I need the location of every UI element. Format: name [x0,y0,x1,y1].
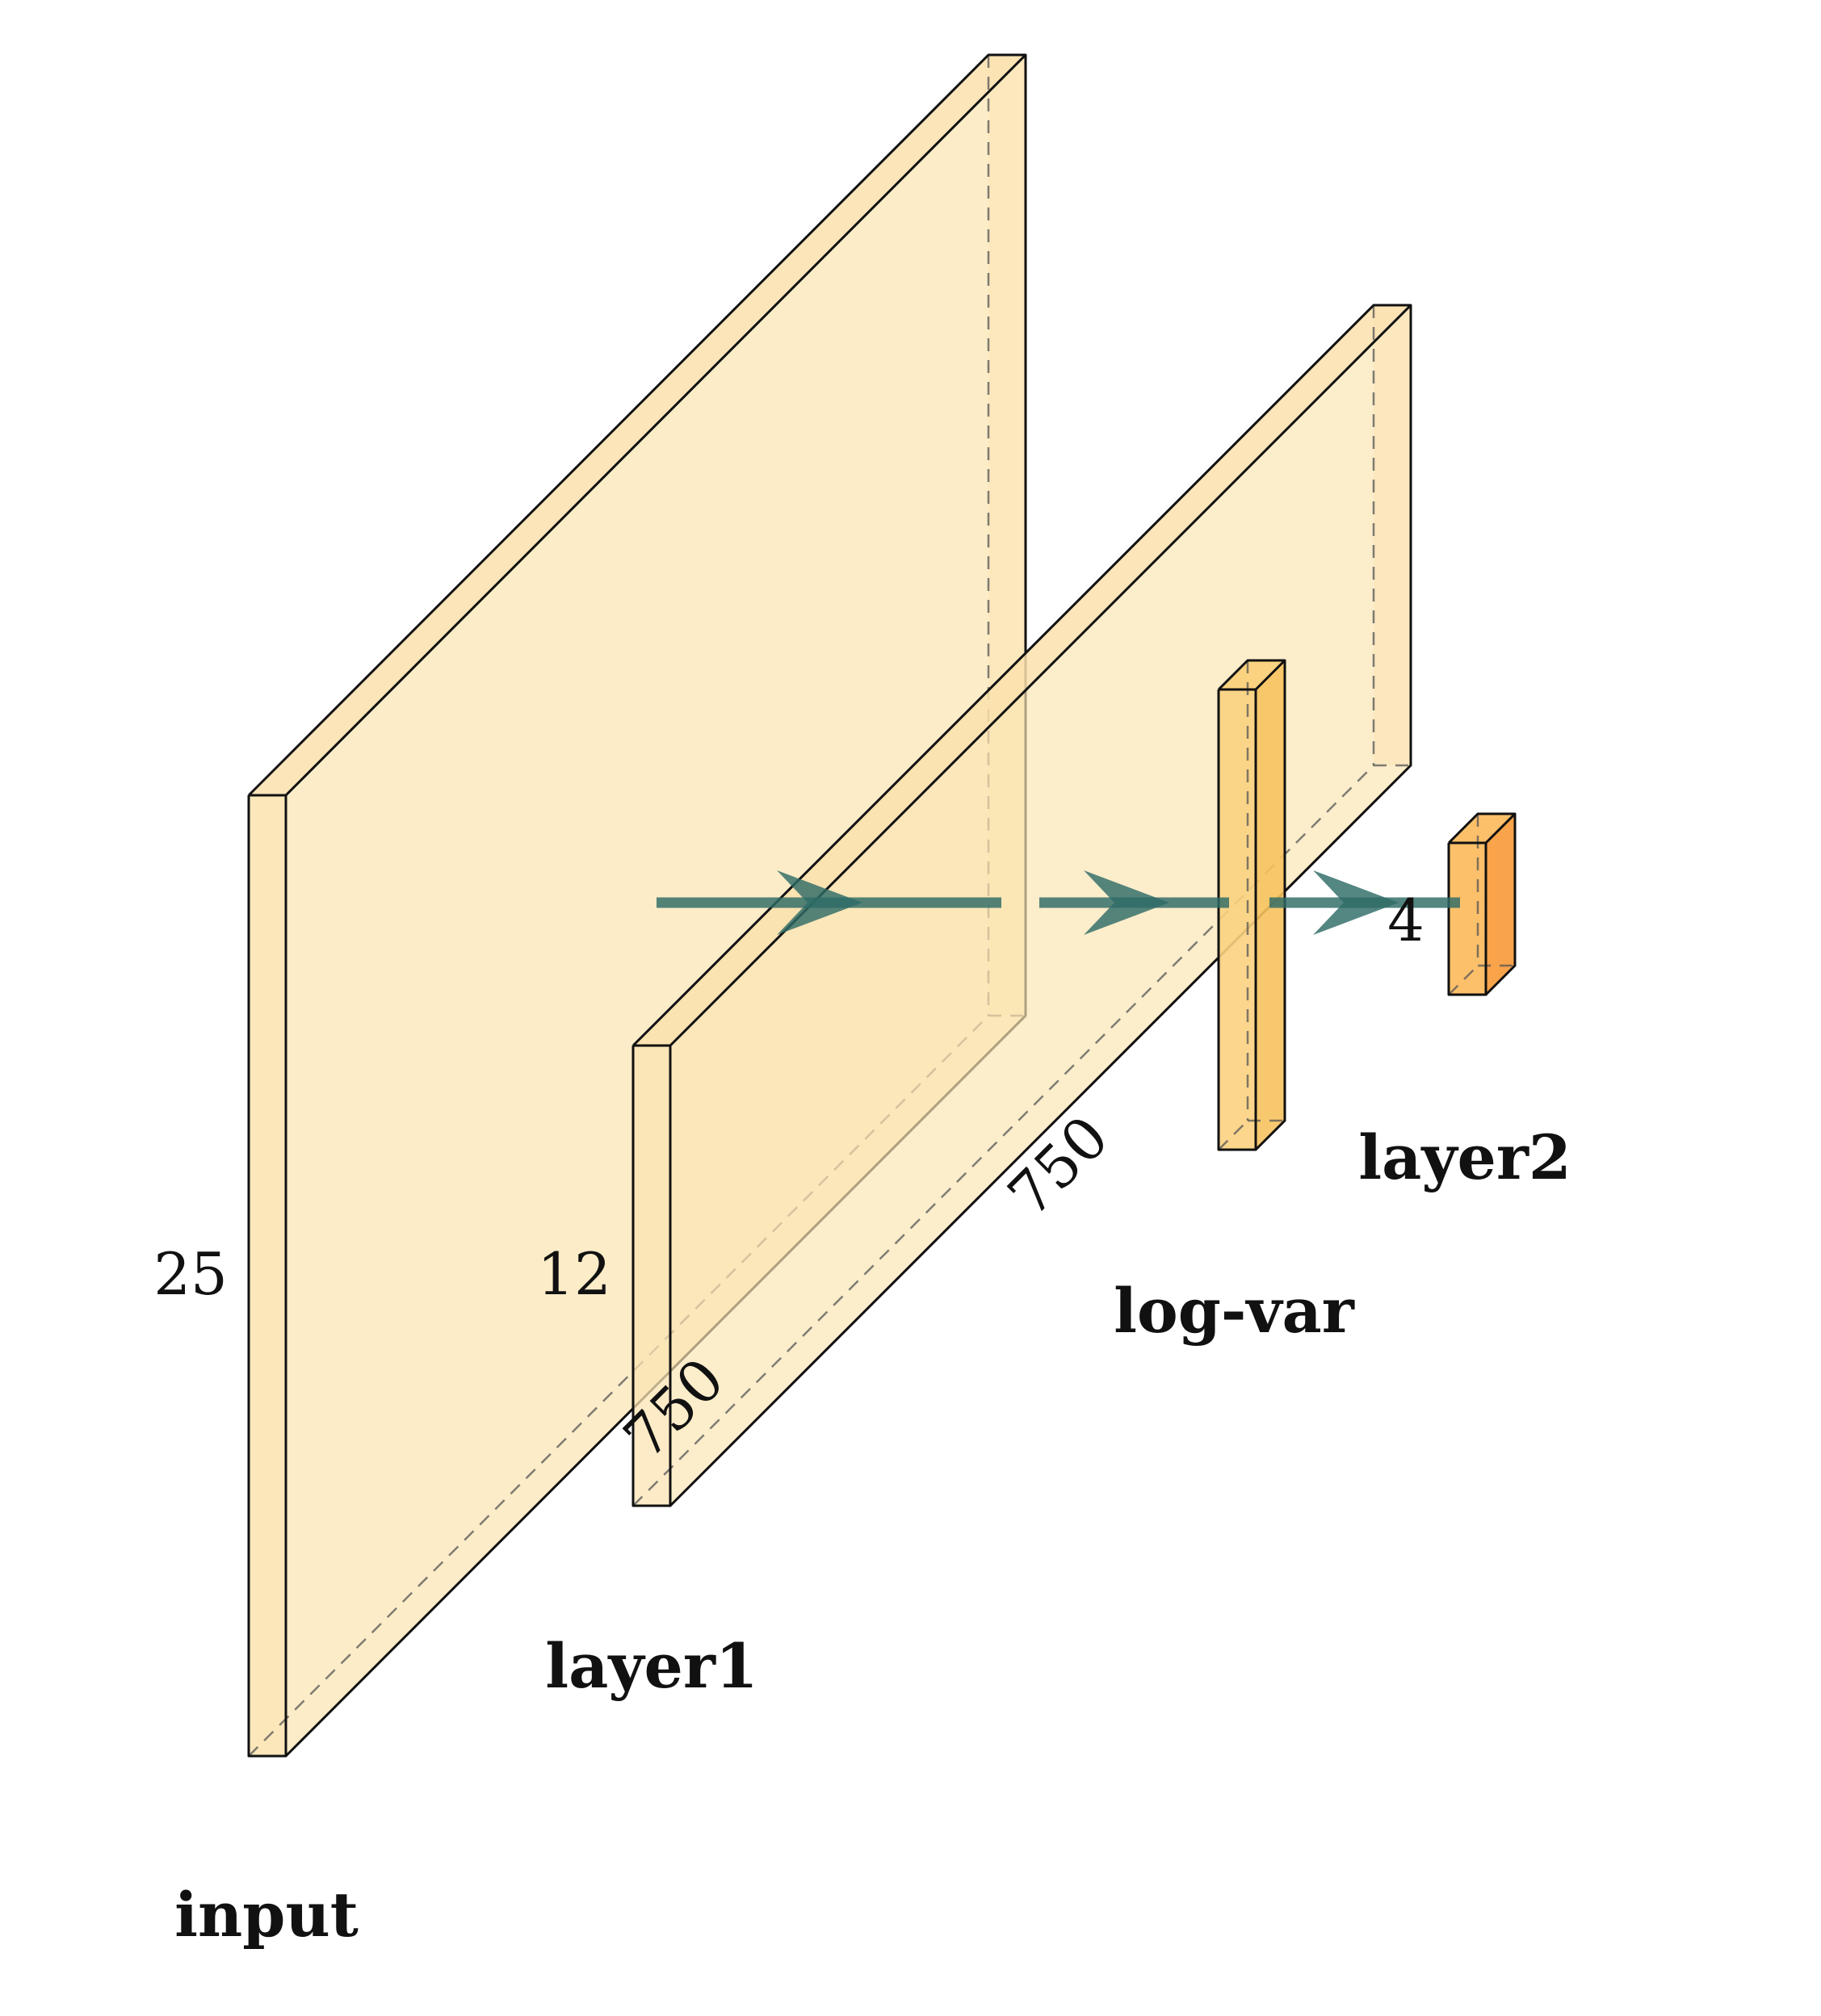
layer2-top-face [1449,814,1515,843]
input-top-face [249,55,1026,795]
layer2-front-face [1449,843,1486,995]
input-label: input [174,1879,359,1951]
layer2-hidden-edge [1448,965,1479,995]
log-var-label: log-var [1114,1275,1355,1347]
layer1-height-label: 12 [537,1240,611,1308]
layer1-label: layer1 [545,1630,758,1702]
layer1-edges [631,304,1412,1047]
input-front-face [249,795,286,1756]
log-var-top-face [1219,660,1285,689]
layer1-front-face [633,1046,670,1506]
input-height-label: 25 [153,1240,228,1308]
layer2-edges [1484,814,1517,996]
log-var-front-face [1219,689,1256,1150]
connection-arrow [1269,870,1460,935]
log-var-edges [1217,659,1286,691]
layer1-edges [669,305,1412,1507]
log-var-hidden-edge [1218,1120,1248,1151]
layer2-side-face [1486,814,1515,995]
layer2-label: layer2 [1358,1121,1571,1193]
connections [657,870,1460,935]
connection-arrow [1039,870,1229,935]
input-depth-face [286,55,1026,1756]
layer2-block [1447,812,1517,996]
input-edges [247,53,1027,797]
connection-arrow [657,870,1001,935]
layer1-top-face [633,305,1411,1046]
layer2-edges [1447,812,1517,845]
layer2-height-label: 4 [1387,886,1424,954]
log-var-edges [1254,660,1286,1151]
